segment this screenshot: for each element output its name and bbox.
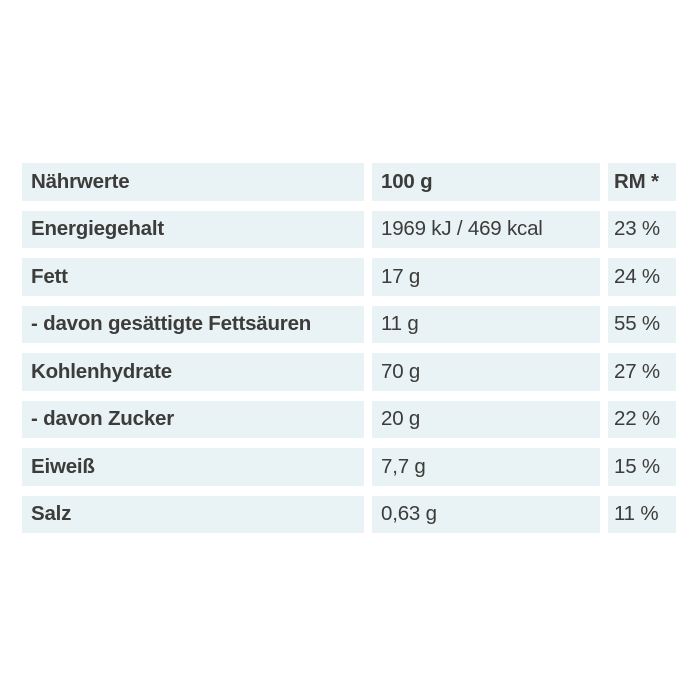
nutrition-table: Nährwerte 100 g RM * Energiegehalt 1969 … [22, 163, 676, 533]
row-amount-cell: 20 g [372, 400, 600, 438]
header-cell-per-100g: 100 g [372, 163, 600, 201]
row-amount-cell: 11 g [372, 305, 600, 343]
row-rm-cell: 11 % [608, 495, 676, 533]
row-amount-cell: 7,7 g [372, 448, 600, 486]
row-label-cell: Fett [22, 258, 364, 296]
row-label-cell: - davon Zucker [22, 400, 364, 438]
row-label-cell: Kohlenhydrate [22, 353, 364, 391]
row-rm-cell: 24 % [608, 258, 676, 296]
row-rm-cell: 27 % [608, 353, 676, 391]
row-amount-cell: 1969 kJ / 469 kcal [372, 210, 600, 248]
row-label-cell: - davon gesättigte Fettsäuren [22, 305, 364, 343]
row-label-cell: Eiweiß [22, 448, 364, 486]
row-rm-cell: 23 % [608, 210, 676, 248]
row-rm-cell: 22 % [608, 400, 676, 438]
row-amount-cell: 17 g [372, 258, 600, 296]
row-amount-cell: 0,63 g [372, 495, 600, 533]
row-label-cell: Energiegehalt [22, 210, 364, 248]
header-cell-rm: RM * [608, 163, 676, 201]
row-label-cell: Salz [22, 495, 364, 533]
row-amount-cell: 70 g [372, 353, 600, 391]
row-rm-cell: 55 % [608, 305, 676, 343]
header-cell-nutrients: Nährwerte [22, 163, 364, 201]
row-rm-cell: 15 % [608, 448, 676, 486]
